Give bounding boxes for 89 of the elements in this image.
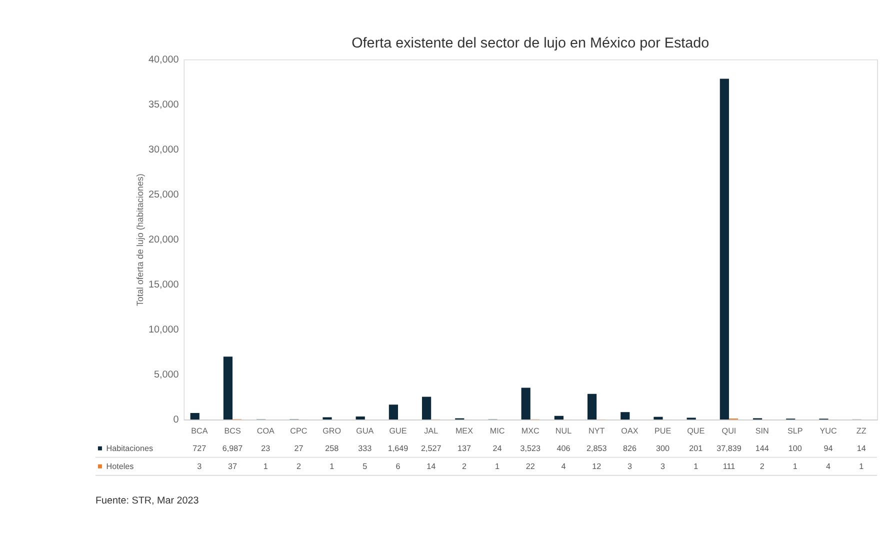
- data-label: 100: [788, 444, 802, 454]
- data-label: 22: [526, 462, 536, 472]
- x-tick-label: GUA: [356, 426, 374, 436]
- x-tick-label: COA: [256, 426, 275, 436]
- x-tick-label: MXC: [521, 426, 540, 436]
- data-label: 1: [859, 462, 864, 472]
- data-label: 23: [261, 444, 271, 454]
- data-label: 727: [192, 444, 207, 454]
- y-tick-label: 35,000: [148, 100, 180, 111]
- x-tick-label: OAX: [621, 426, 639, 436]
- bar: [654, 416, 663, 420]
- x-tick-label: JAL: [424, 426, 439, 436]
- data-label: 3: [197, 462, 202, 472]
- source-note: Fuente: STR, Mar 2023: [95, 495, 200, 506]
- x-tick-label: YUC: [820, 426, 837, 436]
- bar: [720, 78, 729, 420]
- data-label: 406: [556, 444, 571, 454]
- x-tick-label: SLP: [788, 426, 803, 436]
- data-label: 24: [492, 444, 502, 454]
- bar: [356, 416, 365, 420]
- data-label: 1: [694, 462, 699, 472]
- data-label: 37,839: [716, 444, 742, 454]
- data-label: 6,987: [222, 444, 244, 454]
- x-tick-label: NYT: [588, 426, 605, 436]
- x-tick-label: PUE: [654, 426, 672, 436]
- data-label: 111: [722, 462, 736, 472]
- data-label: 94: [824, 444, 834, 454]
- data-label: 12: [592, 462, 602, 472]
- x-tick-label: QUE: [687, 426, 706, 436]
- x-tick-label: GRO: [322, 426, 342, 436]
- data-label: 37: [228, 462, 238, 472]
- data-label: 2: [296, 462, 302, 472]
- data-label: 27: [294, 444, 304, 454]
- data-label: 4: [826, 462, 832, 472]
- x-tick-label: ZZ: [856, 426, 866, 436]
- data-label: 2,853: [586, 444, 608, 454]
- data-label: 826: [622, 444, 637, 454]
- bar: [322, 417, 332, 420]
- x-tick-label: QUI: [722, 426, 736, 436]
- y-tick-label: 5,000: [154, 370, 180, 381]
- chart-title: Oferta existente del sector de lujo en México por Estado: [352, 36, 710, 52]
- y-tick-label: 40,000: [148, 54, 180, 66]
- data-label: 333: [358, 444, 372, 454]
- bar: [521, 388, 530, 420]
- bar: [388, 404, 398, 420]
- bar: [620, 412, 630, 420]
- x-tick-label: CPC: [290, 426, 308, 436]
- data-label: 14: [426, 462, 436, 472]
- data-label: 5: [362, 462, 368, 472]
- bar: [422, 396, 432, 420]
- legend-label: Hoteles: [106, 462, 134, 472]
- x-tick-label: BCA: [191, 426, 208, 436]
- bar: [554, 416, 564, 420]
- x-tick-label: NUL: [555, 426, 572, 436]
- data-label: 300: [656, 444, 670, 454]
- data-label: 1: [330, 462, 335, 472]
- data-label: 2,527: [420, 444, 442, 454]
- x-tick-label: MEX: [455, 426, 474, 436]
- x-tick-label: MIC: [490, 426, 505, 436]
- data-label: 1,649: [388, 444, 409, 454]
- data-label: 1: [792, 462, 798, 472]
- data-label: 1: [495, 462, 500, 472]
- y-tick-label: 15,000: [148, 280, 180, 291]
- bar: [190, 412, 200, 420]
- y-tick-label: 30,000: [148, 144, 180, 156]
- data-label: 2: [462, 462, 467, 472]
- legend-label: Habitaciones: [106, 444, 154, 454]
- bar: [587, 394, 597, 420]
- data-label: 201: [689, 444, 704, 454]
- data-label: 3,523: [520, 444, 542, 454]
- y-axis-title: Total oferta de lujo (habitaciones): [135, 174, 146, 306]
- data-label: 258: [325, 444, 340, 454]
- bar: [223, 356, 233, 420]
- data-label: 137: [457, 444, 472, 454]
- x-tick-label: SIN: [755, 426, 769, 436]
- y-tick-label: 25,000: [148, 190, 180, 201]
- data-label: 1: [263, 462, 268, 472]
- y-tick-label: 0: [173, 414, 180, 426]
- x-tick-label: GUE: [389, 426, 408, 436]
- x-tick-label: BCS: [224, 426, 242, 436]
- data-label: 6: [396, 462, 401, 472]
- data-label: 144: [755, 444, 770, 454]
- y-tick-label: 10,000: [148, 324, 180, 336]
- data-label: 14: [856, 444, 866, 454]
- data-label: 3: [627, 462, 632, 472]
- data-label: 2: [760, 462, 765, 472]
- data-label: 3: [660, 462, 666, 472]
- y-tick-label: 20,000: [148, 234, 180, 246]
- data-label: 4: [561, 462, 566, 472]
